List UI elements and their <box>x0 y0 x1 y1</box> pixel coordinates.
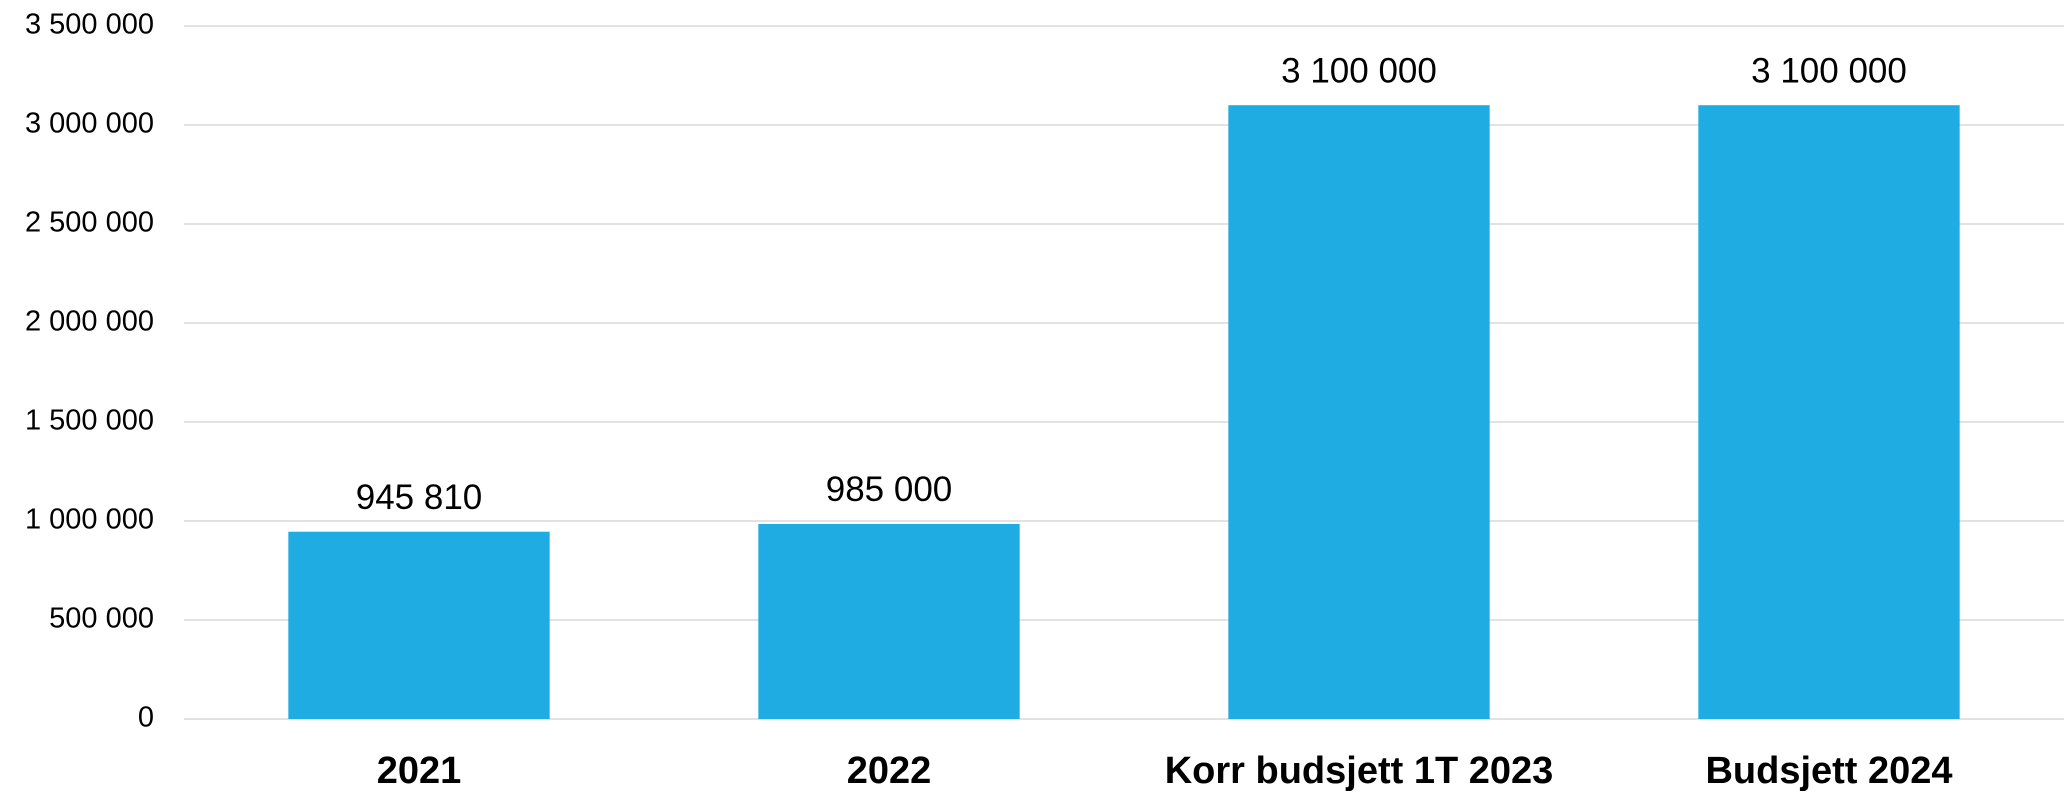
y-tick-label: 2 500 000 <box>25 207 154 239</box>
y-tick-label: 1 500 000 <box>25 405 154 437</box>
x-tick-label: 2021 <box>377 750 462 792</box>
y-tick-label: 3 000 000 <box>25 108 154 140</box>
y-tick-label: 3 500 000 <box>25 9 154 41</box>
y-tick-label: 0 <box>138 702 154 734</box>
data-label: 3 100 000 <box>1751 51 1907 90</box>
y-tick-label: 500 000 <box>49 603 154 635</box>
data-label: 3 100 000 <box>1281 51 1437 90</box>
y-tick-label: 2 000 000 <box>25 306 154 338</box>
y-tick-label: 1 000 000 <box>25 504 154 536</box>
bar <box>1228 105 1490 719</box>
x-tick-label: Korr budsjett 1T 2023 <box>1165 750 1554 792</box>
bar <box>288 531 550 719</box>
data-label: 945 810 <box>356 478 483 517</box>
data-label: 985 000 <box>826 470 953 509</box>
bar <box>1698 105 1960 719</box>
x-tick-label: 2022 <box>847 750 932 792</box>
x-tick-label: Budsjett 2024 <box>1705 750 1952 792</box>
bar <box>758 523 1020 719</box>
